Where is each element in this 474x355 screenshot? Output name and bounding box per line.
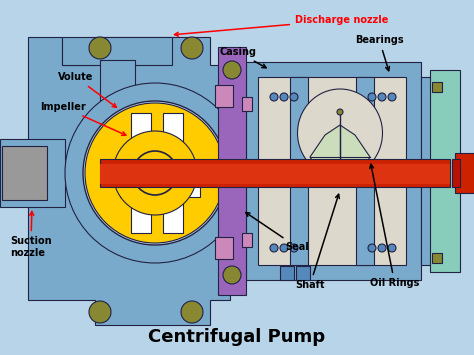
Text: Suction
nozzle: Suction nozzle xyxy=(10,212,52,258)
Circle shape xyxy=(368,244,376,252)
Bar xyxy=(356,77,374,265)
Bar xyxy=(432,253,442,263)
Circle shape xyxy=(181,37,203,59)
Text: Volute: Volute xyxy=(58,72,117,107)
Bar xyxy=(430,70,460,272)
Bar xyxy=(452,159,460,187)
Bar xyxy=(432,82,442,92)
Bar xyxy=(2,146,47,200)
Bar xyxy=(242,233,252,247)
Text: Shaft: Shaft xyxy=(295,194,339,290)
Circle shape xyxy=(83,101,227,245)
Circle shape xyxy=(378,244,386,252)
Text: Discharge nozzle: Discharge nozzle xyxy=(174,15,388,36)
Circle shape xyxy=(388,93,396,101)
Bar xyxy=(246,62,421,280)
Text: Impeller: Impeller xyxy=(40,102,126,135)
Polygon shape xyxy=(28,37,230,325)
Bar xyxy=(296,266,310,280)
Circle shape xyxy=(280,244,288,252)
Circle shape xyxy=(133,151,177,195)
Circle shape xyxy=(280,93,288,101)
Circle shape xyxy=(368,93,376,101)
Bar xyxy=(421,77,446,265)
Bar xyxy=(258,77,406,265)
Circle shape xyxy=(85,103,225,243)
Bar xyxy=(218,47,246,295)
Text: Bearings: Bearings xyxy=(355,35,404,71)
Bar xyxy=(120,179,200,197)
Bar xyxy=(100,159,450,187)
Text: Seal: Seal xyxy=(246,213,309,252)
Bar xyxy=(215,85,233,107)
Circle shape xyxy=(378,93,386,101)
Bar xyxy=(242,97,252,111)
Text: Oil Rings: Oil Rings xyxy=(370,164,419,288)
Bar xyxy=(290,77,308,265)
Bar xyxy=(62,37,172,65)
Bar xyxy=(280,266,294,280)
Circle shape xyxy=(270,244,278,252)
Circle shape xyxy=(65,83,245,263)
Circle shape xyxy=(223,61,241,79)
Bar xyxy=(131,113,151,233)
Circle shape xyxy=(388,244,396,252)
Circle shape xyxy=(290,93,298,101)
Text: Centrifugal Pump: Centrifugal Pump xyxy=(148,328,326,346)
Ellipse shape xyxy=(298,89,383,177)
Bar xyxy=(163,113,183,233)
Circle shape xyxy=(89,301,111,323)
Circle shape xyxy=(223,266,241,284)
Circle shape xyxy=(89,37,111,59)
Text: Casing: Casing xyxy=(219,47,266,68)
Circle shape xyxy=(181,301,203,323)
Bar xyxy=(215,237,233,259)
Bar xyxy=(100,164,450,184)
Circle shape xyxy=(270,93,278,101)
Circle shape xyxy=(113,131,197,215)
Bar xyxy=(100,60,135,115)
Circle shape xyxy=(337,109,343,115)
Circle shape xyxy=(290,244,298,252)
Bar xyxy=(455,153,474,193)
Polygon shape xyxy=(310,125,370,187)
Bar xyxy=(0,139,65,207)
